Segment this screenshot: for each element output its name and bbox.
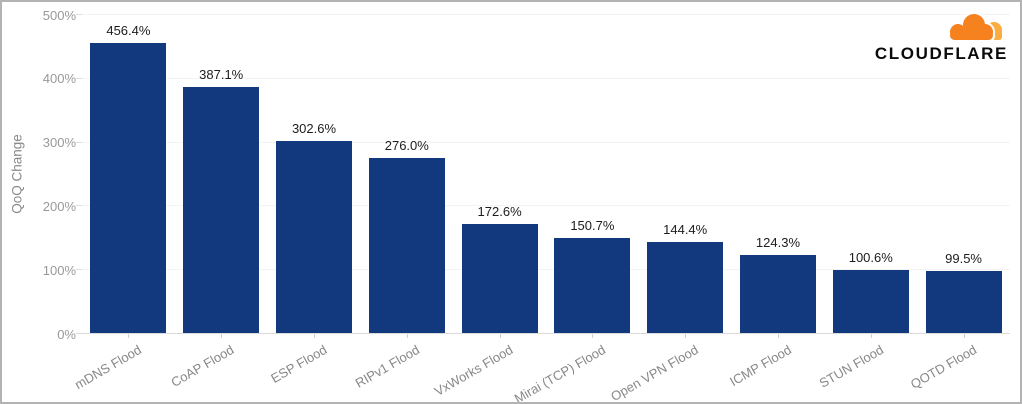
- plot-area: 456.4% mDNS Flood 387.1% CoAP Flood 302.6% ES…: [72, 14, 1010, 402]
- gridline: [82, 14, 1010, 15]
- bar-slot: 276.0% RIPv1 Flood: [353, 15, 453, 391]
- cloudflare-cloud-icon: [948, 12, 1002, 42]
- bar: 100.6%: [832, 250, 909, 334]
- bar-slot: 456.4% mDNS Flood: [72, 15, 175, 392]
- x-axis-category-label: RIPv1 Flood: [352, 342, 423, 391]
- bar-value-label: 99.5%: [945, 250, 982, 266]
- bar-slot: 99.5% QOTD Flood: [908, 15, 1010, 392]
- bar: 144.4%: [647, 222, 724, 334]
- x-axis-category-label: ICMP Flood: [726, 342, 794, 390]
- bar-slot: 387.1% CoAP Flood: [169, 15, 268, 390]
- bar: 124.3%: [739, 235, 816, 334]
- bar: 99.5%: [925, 251, 1002, 334]
- bar-slot: 302.6% ESP Flood: [268, 15, 361, 386]
- y-axis-tick: [76, 77, 82, 79]
- x-axis-category-label: ESP Flood: [268, 342, 330, 386]
- bar-value-label: 302.6%: [291, 120, 337, 136]
- x-axis-category-label: QOTD Flood: [907, 342, 980, 392]
- bar-slot: 150.7% Mirai (TCP) Flood: [512, 15, 639, 402]
- x-axis-category-label: STUN Flood: [816, 342, 887, 391]
- y-axis-tick-label: 0%: [57, 326, 76, 342]
- y-axis-tick: [76, 14, 82, 15]
- bar-value-label: 150.7%: [570, 217, 615, 233]
- y-axis-tick-label: 300%: [42, 135, 76, 151]
- x-axis-tick: [963, 334, 965, 338]
- y-axis-tick-label: 100%: [42, 262, 76, 278]
- x-axis-tick: [221, 334, 223, 338]
- y-axis-tick-label: 500%: [42, 7, 76, 23]
- y-axis-tick: [76, 269, 82, 271]
- y-axis-tick-label: 400%: [42, 71, 76, 87]
- x-axis-line: [76, 333, 1010, 334]
- x-axis-tick: [592, 334, 594, 338]
- bar-value-label: 276.0%: [384, 137, 429, 153]
- x-axis-tick: [870, 334, 872, 338]
- bar-value-label: 124.3%: [755, 234, 801, 250]
- cloudflare-logo: CLOUDFLARE: [875, 12, 1008, 64]
- y-axis-tick-labels: 0% 100% 200% 300% 400% 500%: [2, 8, 76, 342]
- x-axis-category-label: VxWorks Flood: [431, 342, 516, 399]
- y-axis-tick: [76, 141, 82, 143]
- gridline: [82, 141, 1010, 143]
- x-axis-tick: [499, 334, 501, 338]
- bar-slot: 144.4% Open VPN Flood: [608, 15, 732, 402]
- bar: 276.0%: [368, 138, 445, 334]
- y-axis-tick: [76, 205, 82, 207]
- x-axis-tick: [406, 334, 408, 338]
- bar-slot: 124.3% ICMP Flood: [727, 15, 825, 389]
- bar-value-label: 387.1%: [199, 67, 244, 83]
- gridline: [82, 77, 1010, 79]
- bar-value-label: 456.4%: [106, 22, 151, 38]
- bars-container: 456.4% mDNS Flood 387.1% CoAP Flood 302.6% ES…: [72, 15, 1010, 402]
- bar-slot: 172.6% VxWorks Flood: [431, 15, 546, 399]
- gridline: [82, 269, 1010, 271]
- x-axis-tick: [128, 334, 130, 338]
- x-axis-category-label: CoAP Flood: [168, 342, 237, 390]
- cloudflare-wordmark: CLOUDFLARE: [874, 44, 1008, 63]
- x-axis-category-label: Open VPN Flood: [608, 342, 701, 404]
- bar: 172.6%: [461, 204, 538, 334]
- bar-value-label: 172.6%: [477, 203, 522, 219]
- y-axis-tick-label: 200%: [42, 198, 76, 214]
- bar: 302.6%: [275, 121, 352, 334]
- bar-value-label: 100.6%: [848, 249, 893, 265]
- x-axis-tick: [777, 334, 779, 338]
- bar-slot: 100.6% STUN Flood: [817, 15, 917, 391]
- x-axis-category-label: mDNS Flood: [71, 342, 144, 393]
- bar: 456.4%: [90, 23, 167, 334]
- bar: 150.7%: [554, 218, 631, 334]
- x-axis-tick: [685, 334, 687, 338]
- gridline: [82, 205, 1010, 207]
- bar-value-label: 144.4%: [663, 221, 708, 237]
- bar: 387.1%: [183, 67, 260, 334]
- x-axis-category-label: Mirai (TCP) Flood: [511, 342, 608, 404]
- x-axis-tick: [313, 334, 315, 338]
